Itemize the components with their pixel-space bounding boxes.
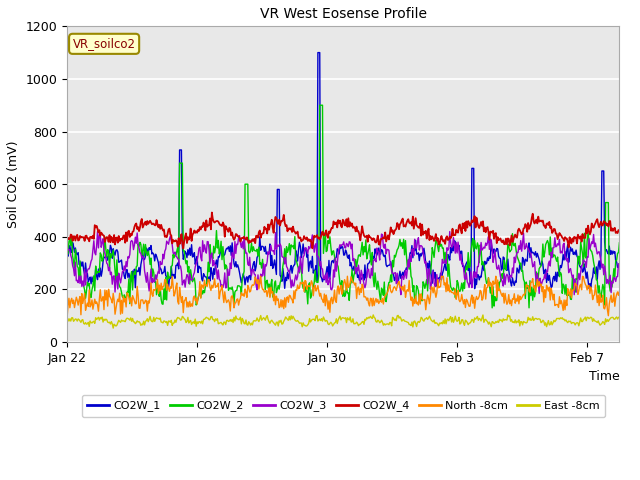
Text: VR_soilco2: VR_soilco2 (72, 37, 136, 50)
Legend: CO2W_1, CO2W_2, CO2W_3, CO2W_4, North -8cm, East -8cm: CO2W_1, CO2W_2, CO2W_3, CO2W_4, North -8… (81, 395, 605, 417)
X-axis label: Time: Time (589, 371, 620, 384)
Title: VR West Eosense Profile: VR West Eosense Profile (260, 7, 427, 21)
Y-axis label: Soil CO2 (mV): Soil CO2 (mV) (7, 141, 20, 228)
